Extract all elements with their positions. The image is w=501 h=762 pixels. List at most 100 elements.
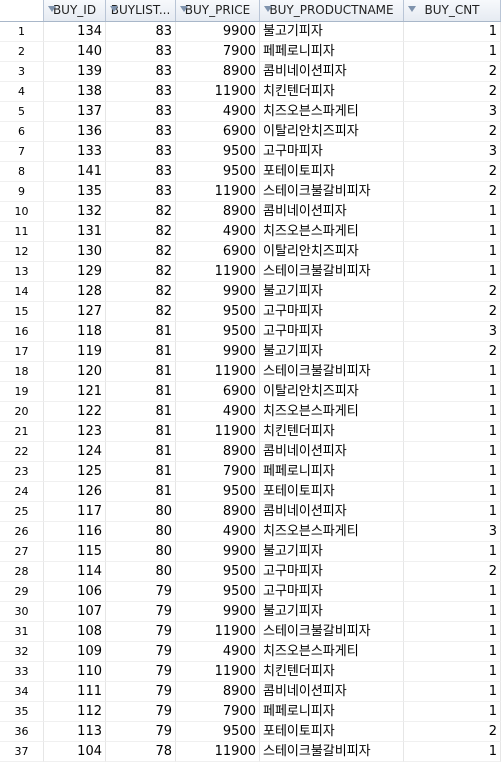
cell-buylist[interactable]: 83	[106, 62, 176, 82]
column-sort-icon[interactable]	[408, 6, 416, 12]
row-number[interactable]: 10	[0, 202, 44, 222]
cell-buy-cnt[interactable]: 1	[404, 422, 501, 442]
cell-buy-productname[interactable]: 불고기피자	[260, 282, 404, 302]
cell-buylist[interactable]: 80	[106, 502, 176, 522]
row-number[interactable]: 37	[0, 742, 44, 762]
cell-buy-id[interactable]: 128	[44, 282, 106, 302]
cell-buylist[interactable]: 80	[106, 542, 176, 562]
cell-buy-id[interactable]: 123	[44, 422, 106, 442]
cell-buy-price[interactable]: 8900	[176, 502, 260, 522]
row-number[interactable]: 30	[0, 602, 44, 622]
table-row[interactable]: 11 131 82 4900 치즈오븐스파게티 1	[0, 222, 501, 242]
cell-buy-price[interactable]: 9900	[176, 22, 260, 42]
cell-buy-id[interactable]: 110	[44, 662, 106, 682]
cell-buy-price[interactable]: 9500	[176, 722, 260, 742]
table-row[interactable]: 3 139 83 8900 콤비네이션피자 2	[0, 62, 501, 82]
cell-buy-id[interactable]: 113	[44, 722, 106, 742]
cell-buy-productname[interactable]: 스테이크불갈비피자	[260, 182, 404, 202]
cell-buy-productname[interactable]: 치즈오븐스파게티	[260, 222, 404, 242]
column-sort-icon[interactable]	[264, 6, 272, 12]
cell-buy-id[interactable]: 118	[44, 322, 106, 342]
cell-buy-productname[interactable]: 이탈리안치즈피자	[260, 122, 404, 142]
cell-buy-id[interactable]: 122	[44, 402, 106, 422]
cell-buy-productname[interactable]: 페페로니피자	[260, 42, 404, 62]
table-row[interactable]: 7 133 83 9500 고구마피자 3	[0, 142, 501, 162]
row-number[interactable]: 17	[0, 342, 44, 362]
cell-buy-cnt[interactable]: 1	[404, 402, 501, 422]
cell-buy-price[interactable]: 9500	[176, 142, 260, 162]
cell-buy-id[interactable]: 134	[44, 22, 106, 42]
cell-buy-price[interactable]: 4900	[176, 222, 260, 242]
cell-buy-price[interactable]: 11900	[176, 182, 260, 202]
cell-buy-price[interactable]: 6900	[176, 382, 260, 402]
cell-buy-cnt[interactable]: 1	[404, 702, 501, 722]
cell-buy-id[interactable]: 131	[44, 222, 106, 242]
cell-buy-productname[interactable]: 포테이토피자	[260, 482, 404, 502]
cell-buylist[interactable]: 83	[106, 182, 176, 202]
table-row[interactable]: 14 128 82 9900 불고기피자 2	[0, 282, 501, 302]
cell-buylist[interactable]: 82	[106, 302, 176, 322]
cell-buy-productname[interactable]: 고구마피자	[260, 142, 404, 162]
table-row[interactable]: 37 104 78 11900 스테이크불갈비피자 1	[0, 742, 501, 762]
cell-buy-id[interactable]: 119	[44, 342, 106, 362]
cell-buy-price[interactable]: 9900	[176, 282, 260, 302]
row-number[interactable]: 16	[0, 322, 44, 342]
cell-buy-cnt[interactable]: 2	[404, 82, 501, 102]
cell-buy-cnt[interactable]: 1	[404, 622, 501, 642]
cell-buy-productname[interactable]: 스테이크불갈비피자	[260, 362, 404, 382]
cell-buy-cnt[interactable]: 1	[404, 502, 501, 522]
cell-buy-productname[interactable]: 불고기피자	[260, 602, 404, 622]
cell-buy-id[interactable]: 107	[44, 602, 106, 622]
cell-buy-productname[interactable]: 포테이토피자	[260, 722, 404, 742]
table-row[interactable]: 33 110 79 11900 치킨텐더피자 1	[0, 662, 501, 682]
cell-buy-cnt[interactable]: 1	[404, 242, 501, 262]
cell-buy-cnt[interactable]: 3	[404, 322, 501, 342]
cell-buylist[interactable]: 81	[106, 362, 176, 382]
row-number[interactable]: 23	[0, 462, 44, 482]
column-header-buy-cnt[interactable]: BUY_CNT	[404, 0, 501, 21]
cell-buylist[interactable]: 79	[106, 642, 176, 662]
table-row[interactable]: 16 118 81 9500 고구마피자 3	[0, 322, 501, 342]
row-number[interactable]: 5	[0, 102, 44, 122]
cell-buylist[interactable]: 83	[106, 82, 176, 102]
cell-buy-cnt[interactable]: 1	[404, 442, 501, 462]
cell-buy-price[interactable]: 11900	[176, 262, 260, 282]
cell-buylist[interactable]: 81	[106, 382, 176, 402]
cell-buy-price[interactable]: 7900	[176, 42, 260, 62]
cell-buylist[interactable]: 81	[106, 482, 176, 502]
table-row[interactable]: 29 106 79 9500 고구마피자 1	[0, 582, 501, 602]
cell-buy-productname[interactable]: 콤비네이션피자	[260, 502, 404, 522]
cell-buy-id[interactable]: 130	[44, 242, 106, 262]
cell-buy-id[interactable]: 132	[44, 202, 106, 222]
cell-buy-id[interactable]: 116	[44, 522, 106, 542]
row-number[interactable]: 26	[0, 522, 44, 542]
cell-buy-price[interactable]: 9500	[176, 562, 260, 582]
table-row[interactable]: 18 120 81 11900 스테이크불갈비피자 1	[0, 362, 501, 382]
cell-buy-cnt[interactable]: 2	[404, 342, 501, 362]
cell-buy-price[interactable]: 4900	[176, 102, 260, 122]
cell-buy-cnt[interactable]: 1	[404, 742, 501, 762]
cell-buylist[interactable]: 80	[106, 522, 176, 542]
row-number[interactable]: 19	[0, 382, 44, 402]
cell-buy-cnt[interactable]: 1	[404, 642, 501, 662]
cell-buy-id[interactable]: 106	[44, 582, 106, 602]
cell-buy-id[interactable]: 140	[44, 42, 106, 62]
cell-buylist[interactable]: 79	[106, 682, 176, 702]
cell-buylist[interactable]: 81	[106, 342, 176, 362]
cell-buy-id[interactable]: 124	[44, 442, 106, 462]
cell-buylist[interactable]: 79	[106, 702, 176, 722]
cell-buy-cnt[interactable]: 1	[404, 482, 501, 502]
cell-buy-productname[interactable]: 이탈리안치즈피자	[260, 382, 404, 402]
cell-buy-price[interactable]: 9500	[176, 482, 260, 502]
cell-buylist[interactable]: 83	[106, 22, 176, 42]
row-number[interactable]: 22	[0, 442, 44, 462]
row-number-header[interactable]	[0, 0, 44, 21]
cell-buy-productname[interactable]: 콤비네이션피자	[260, 202, 404, 222]
cell-buylist[interactable]: 83	[106, 122, 176, 142]
cell-buylist[interactable]: 81	[106, 422, 176, 442]
cell-buy-cnt[interactable]: 1	[404, 462, 501, 482]
cell-buy-price[interactable]: 8900	[176, 682, 260, 702]
table-row[interactable]: 21 123 81 11900 치킨텐더피자 1	[0, 422, 501, 442]
cell-buy-id[interactable]: 135	[44, 182, 106, 202]
row-number[interactable]: 20	[0, 402, 44, 422]
